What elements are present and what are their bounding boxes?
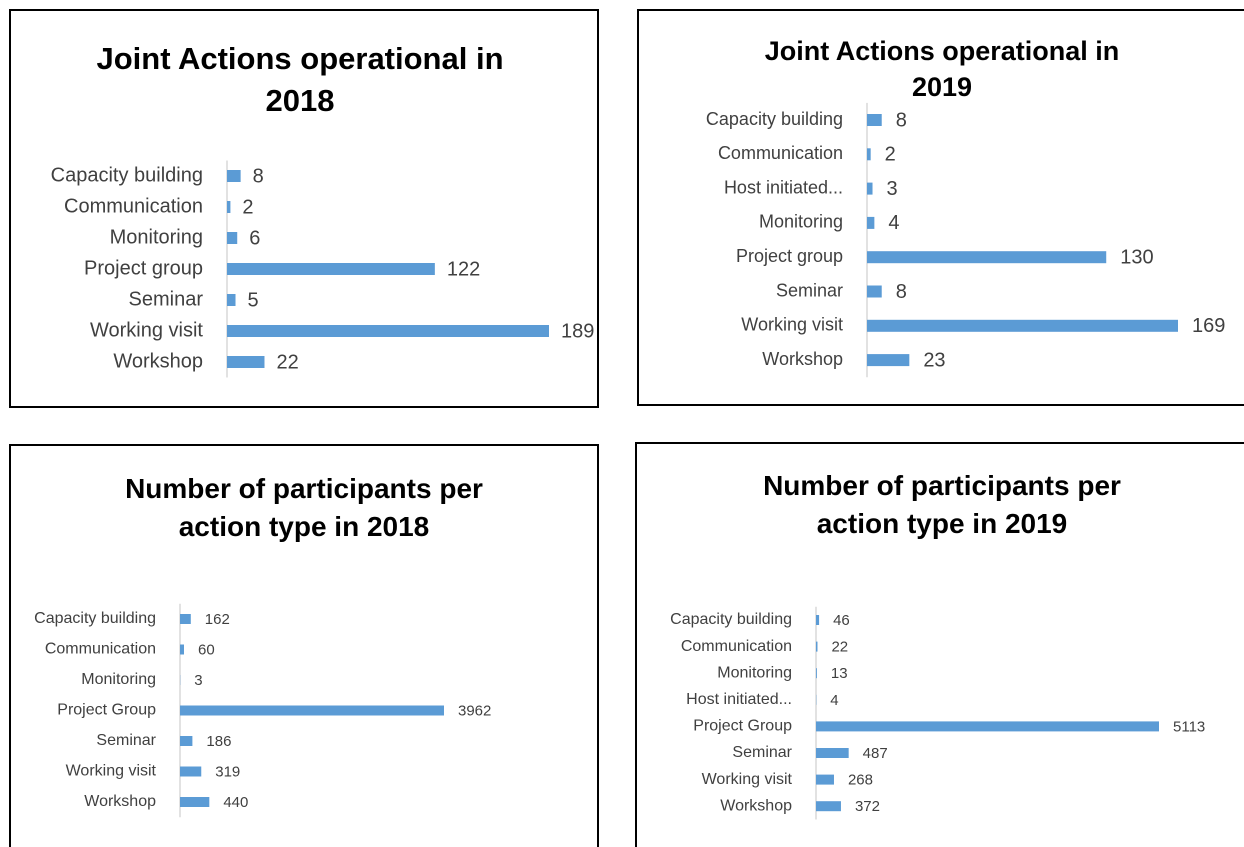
chart-title: Number of participants per action type i… xyxy=(125,473,483,542)
bar xyxy=(227,263,435,275)
bar xyxy=(867,285,882,298)
bar xyxy=(180,766,202,777)
category-label: Workshop xyxy=(84,793,156,810)
category-label: Working visit xyxy=(741,315,843,335)
bar xyxy=(867,354,910,367)
category-label: Workshop xyxy=(113,350,203,372)
category-label: Communication xyxy=(681,638,792,655)
bar xyxy=(180,644,184,655)
bar xyxy=(227,232,238,244)
bar xyxy=(867,216,875,229)
chart-title: Joint Actions operational in 2019 xyxy=(764,36,1120,103)
value-label: 8 xyxy=(896,109,907,131)
bar xyxy=(816,748,849,758)
value-label: 3 xyxy=(887,178,898,200)
value-label: 122 xyxy=(447,258,480,280)
value-label: 23 xyxy=(923,349,945,371)
category-label: Working visit xyxy=(66,763,157,780)
bar xyxy=(180,705,444,716)
value-label: 2 xyxy=(885,144,896,166)
value-label: 22 xyxy=(276,351,298,373)
category-label: Working visit xyxy=(702,771,793,788)
category-label: Capacity building xyxy=(706,109,843,129)
category-label: Project group xyxy=(736,246,843,266)
value-label: 5 xyxy=(248,289,259,311)
bar xyxy=(227,201,231,213)
value-label: 6 xyxy=(249,227,260,249)
category-label: Communication xyxy=(64,195,203,217)
bar xyxy=(867,251,1107,264)
value-label: 46 xyxy=(833,612,850,629)
value-label: 13 xyxy=(831,665,848,682)
bar xyxy=(816,615,820,625)
bar xyxy=(816,641,818,652)
panel xyxy=(637,9,1244,406)
panel xyxy=(9,444,599,847)
value-label: 5113 xyxy=(1173,718,1205,735)
value-label: 162 xyxy=(205,611,230,628)
category-label: Monitoring xyxy=(717,664,792,681)
value-label: 8 xyxy=(253,165,264,187)
value-label: 319 xyxy=(215,763,240,780)
bar xyxy=(180,797,210,807)
category-label: Host initiated... xyxy=(724,177,843,197)
bar xyxy=(180,614,191,624)
value-label: 2 xyxy=(242,196,253,218)
value-label: 268 xyxy=(848,772,873,789)
bar xyxy=(867,182,873,195)
value-label: 8 xyxy=(896,281,907,303)
bar xyxy=(180,736,193,746)
category-label: Workshop xyxy=(762,349,843,369)
category-label: Seminar xyxy=(96,732,156,749)
value-label: 372 xyxy=(855,798,880,815)
value-label: 487 xyxy=(863,745,888,762)
category-label: Communication xyxy=(718,143,843,163)
category-label: Capacity building xyxy=(34,610,156,627)
chart-title: Number of participants per action type i… xyxy=(763,470,1121,539)
value-label: 22 xyxy=(831,639,848,656)
chart-title: Joint Actions operational in 2018 xyxy=(96,41,504,118)
category-label: Working visit xyxy=(90,319,203,341)
bar xyxy=(227,170,241,182)
category-label: Project Group xyxy=(693,718,792,735)
category-label: Project group xyxy=(84,257,203,279)
panel xyxy=(9,9,599,408)
category-label: Capacity building xyxy=(670,611,792,628)
bar xyxy=(867,319,1178,332)
category-label: Capacity building xyxy=(51,164,203,186)
category-label: Host initiated... xyxy=(686,691,792,708)
category-label: Monitoring xyxy=(110,226,203,248)
value-label: 440 xyxy=(223,794,248,811)
value-label: 130 xyxy=(1120,246,1153,268)
bar xyxy=(816,801,841,812)
bar xyxy=(816,774,834,785)
category-label: Project Group xyxy=(57,702,156,719)
value-label: 189 xyxy=(561,320,594,342)
bar xyxy=(227,325,549,337)
bar xyxy=(816,668,817,679)
value-label: 169 xyxy=(1192,315,1225,337)
category-label: Workshop xyxy=(720,797,792,814)
value-label: 3 xyxy=(194,672,202,689)
bar xyxy=(227,356,265,368)
category-label: Seminar xyxy=(732,744,792,761)
category-label: Seminar xyxy=(776,280,843,300)
value-label: 4 xyxy=(888,212,899,234)
category-label: Monitoring xyxy=(81,671,156,688)
bar xyxy=(227,294,236,306)
bar xyxy=(816,721,1159,732)
value-label: 186 xyxy=(206,733,231,750)
value-label: 3962 xyxy=(458,702,491,719)
bar xyxy=(867,148,871,161)
category-label: Communication xyxy=(45,641,156,658)
category-label: Seminar xyxy=(129,288,204,310)
panel xyxy=(635,442,1244,847)
value-label: 60 xyxy=(198,641,215,658)
bar xyxy=(867,114,882,126)
value-label: 4 xyxy=(830,692,838,709)
category-label: Monitoring xyxy=(759,212,843,232)
